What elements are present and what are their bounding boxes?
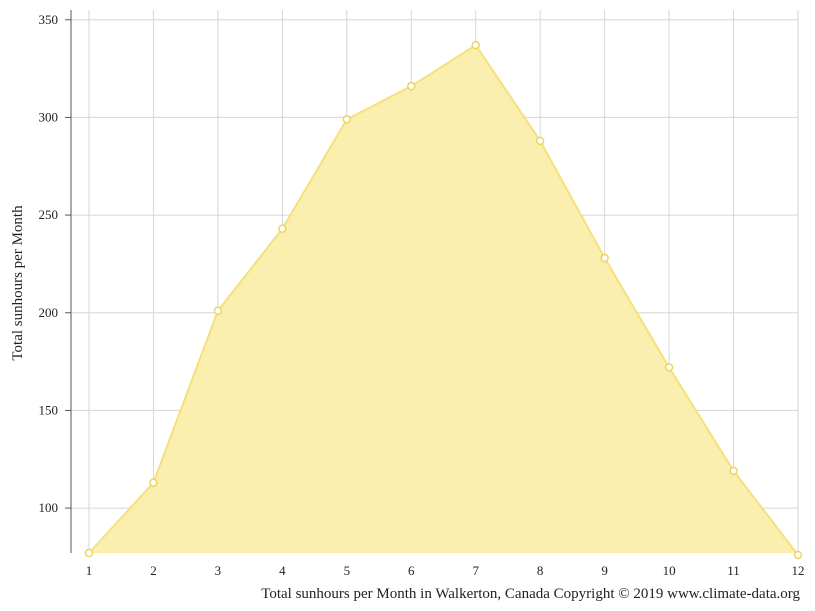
- data-point-2: [149, 478, 158, 487]
- data-point-8: [535, 136, 545, 146]
- data-point-6: [407, 81, 416, 91]
- x-tick-label-3: 3: [215, 563, 222, 578]
- data-area: [88, 43, 799, 556]
- y-axis-title: Total sunhours per Month: [10, 205, 26, 361]
- area-line: [88, 43, 799, 556]
- axes: [65, 10, 72, 553]
- y-tick-label-1: 100: [39, 500, 59, 515]
- x-tick-label-2: 2: [150, 563, 157, 578]
- x-tick-label-1: 1: [86, 563, 93, 578]
- y-tick-label-3: 200: [39, 305, 59, 320]
- x-tick-label-6: 6: [408, 563, 415, 578]
- data-point-3: [213, 306, 223, 316]
- x-tick-label-12: 12: [792, 563, 805, 578]
- data-point-11: [729, 466, 738, 476]
- data-point-9: [600, 253, 609, 263]
- data-markers: [84, 40, 803, 560]
- x-tick-label-8: 8: [537, 563, 544, 578]
- data-point-1: [84, 548, 94, 558]
- data-point-10: [664, 363, 674, 372]
- area-fill: [89, 45, 798, 555]
- y-tick-label-5: 300: [39, 109, 59, 124]
- y-tick-label-4: 250: [39, 207, 59, 222]
- x-tick-label-9: 9: [601, 563, 608, 578]
- data-point-4: [278, 224, 287, 234]
- x-tick-label-7: 7: [472, 563, 479, 578]
- x-tick-label-11: 11: [727, 563, 740, 578]
- data-point-12: [793, 550, 803, 560]
- x-tick-label-4: 4: [279, 563, 286, 578]
- y-tick-label-6: 350: [39, 12, 59, 27]
- y-tick-label-2: 150: [39, 402, 59, 417]
- data-point-7: [471, 40, 480, 50]
- chart-caption: Total sunhours per Month in Walkerton, C…: [261, 586, 800, 602]
- data-point-5: [342, 115, 352, 124]
- x-tick-label-5: 5: [344, 563, 351, 578]
- x-tick-label-10: 10: [663, 563, 676, 578]
